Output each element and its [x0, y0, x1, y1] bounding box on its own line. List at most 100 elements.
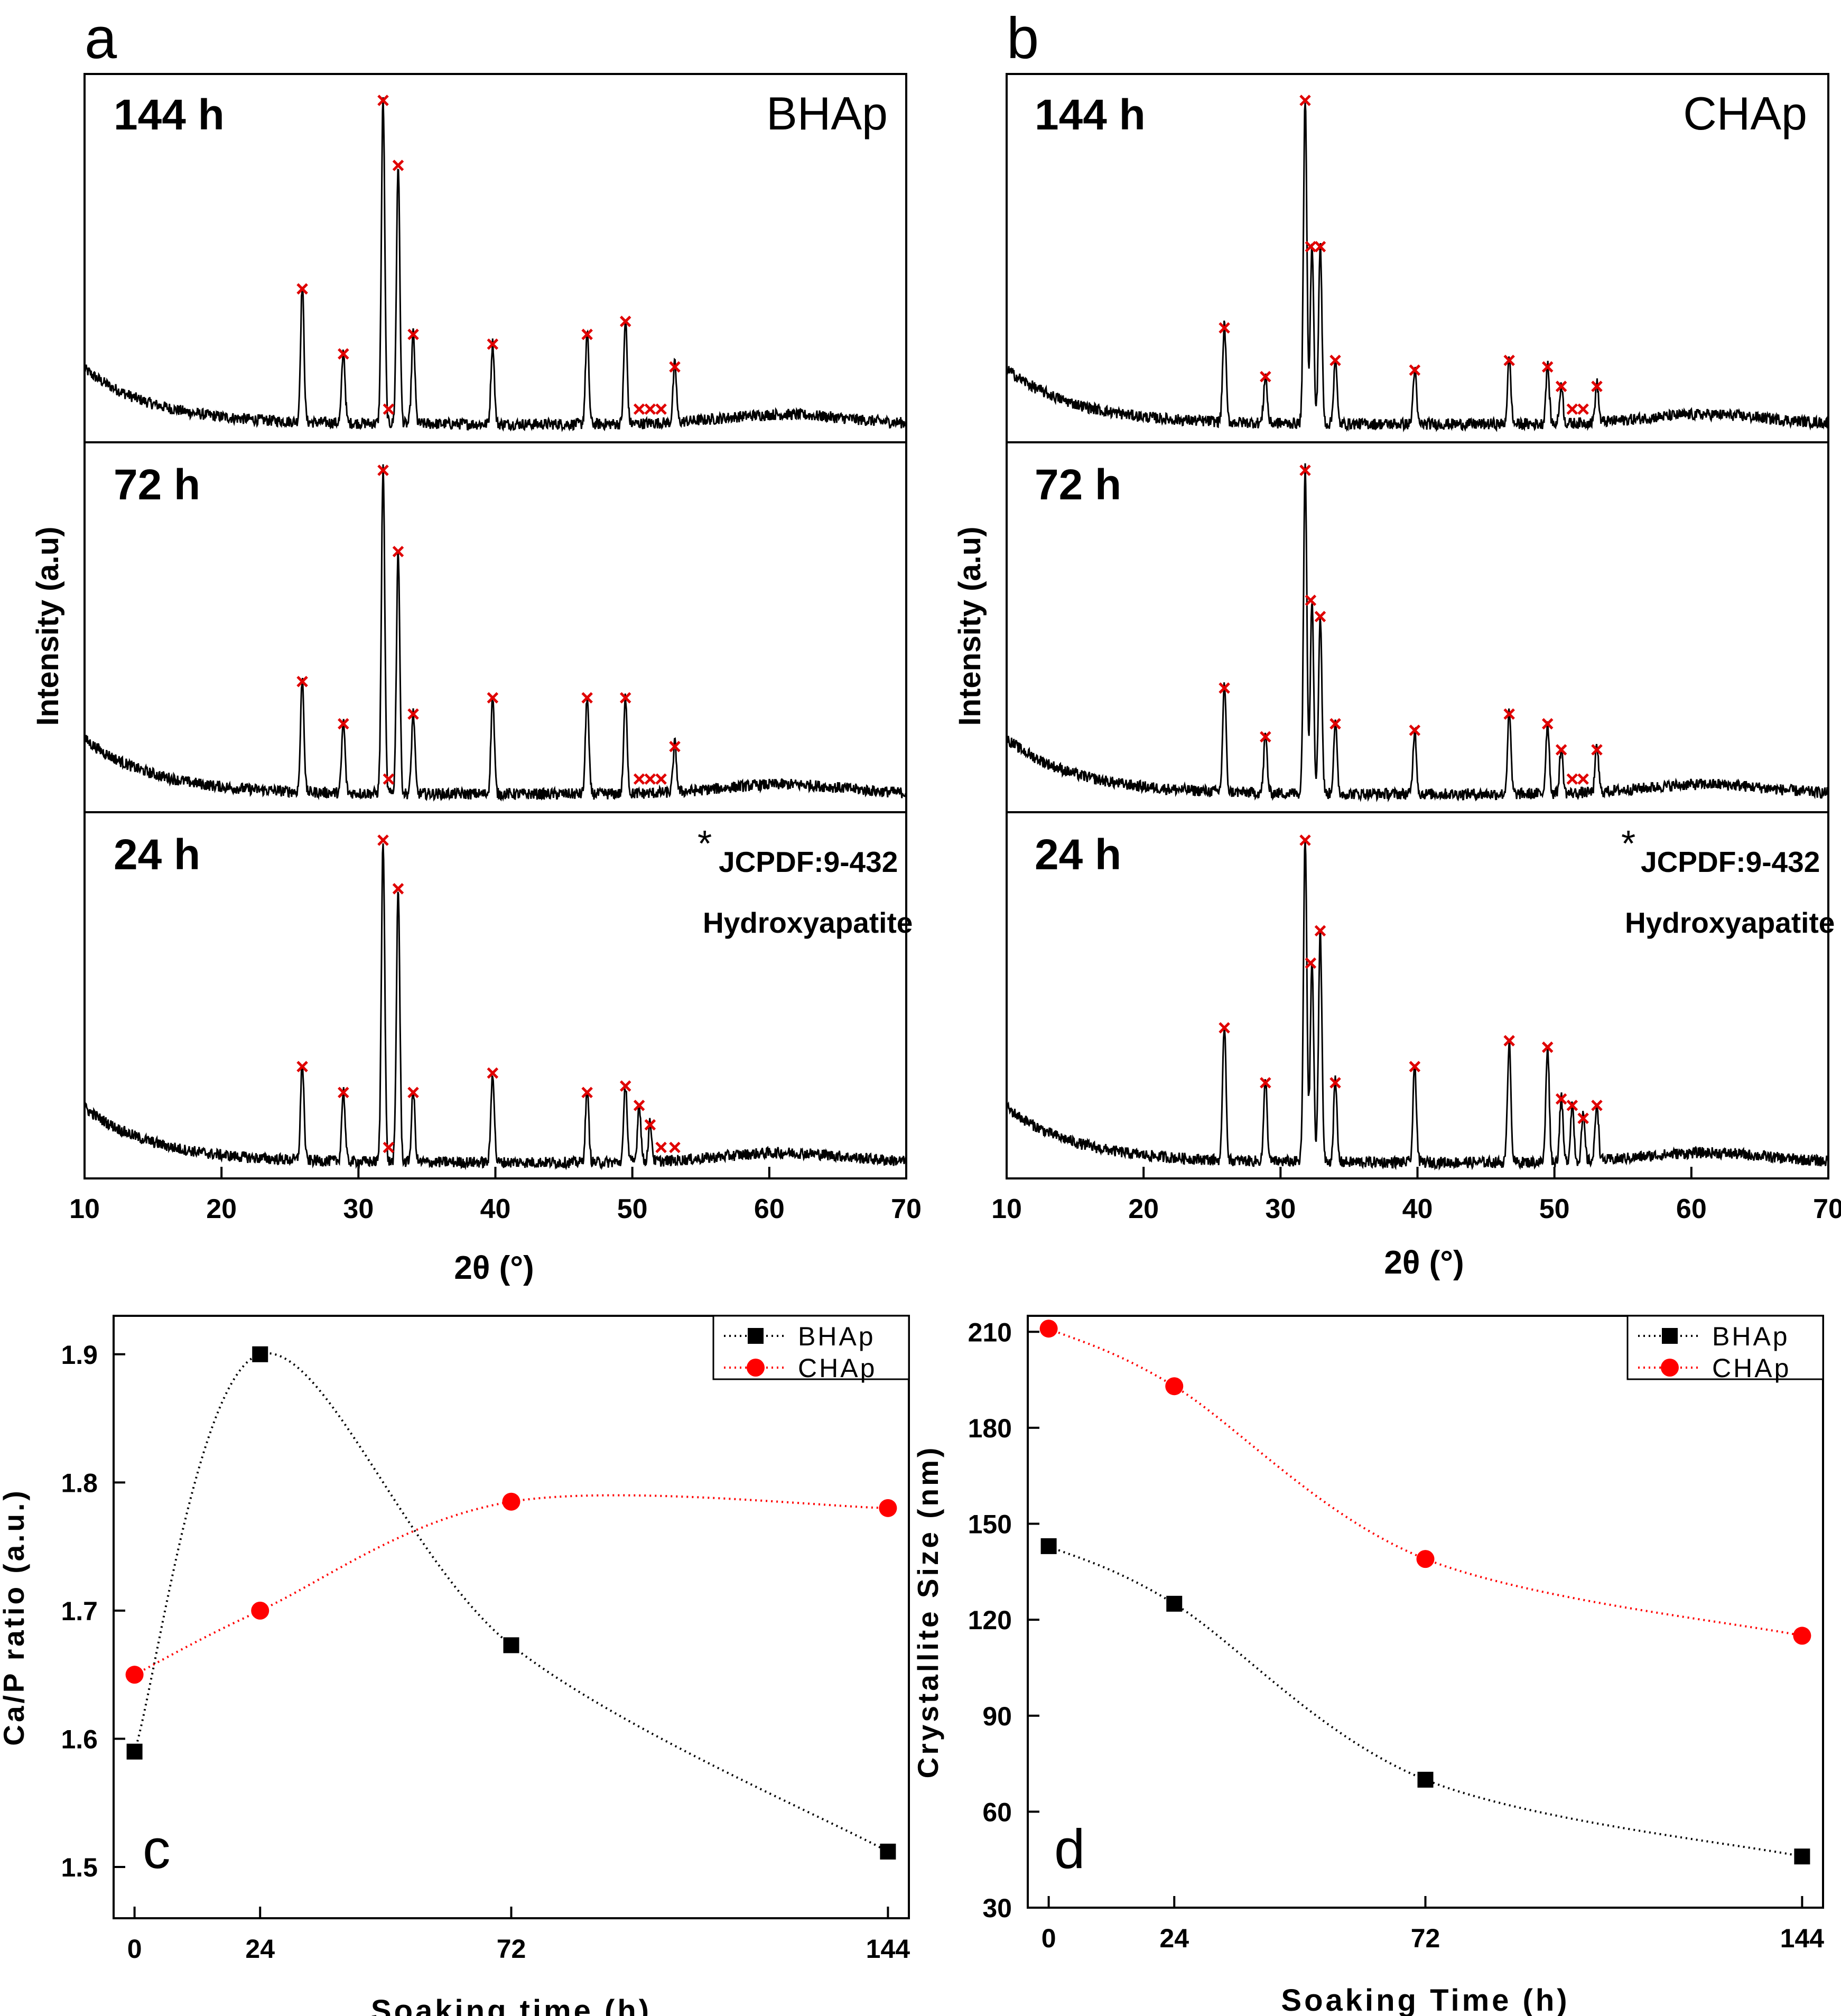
legend-label: CHAp [798, 1353, 877, 1383]
row-label-24h: 24 h [114, 831, 200, 879]
reference-peak-marker [384, 1142, 393, 1152]
y-tick-label: 1.5 [61, 1853, 98, 1882]
reference-peak-marker [645, 404, 655, 414]
xrd-trace-72h [85, 464, 906, 800]
crystallite-size-chart: 3060901201501802100 24 72 144Soaking Time (… [912, 1316, 1824, 2016]
legend-marker [1662, 1328, 1678, 1344]
xrd-traces-bhap [85, 96, 906, 1168]
legend: BHApCHAp [713, 1316, 909, 1383]
panel-letter-a: a [85, 6, 117, 71]
y-tick-label: 90 [982, 1702, 1012, 1731]
x-tick-label: 144 [866, 1934, 910, 1964]
xrd-trace-144h [1007, 103, 1828, 430]
x-tick-label: 30 [1265, 1194, 1296, 1224]
y-tick-label: 30 [982, 1893, 1012, 1923]
x-tick-label: 60 [1676, 1194, 1707, 1224]
y-axis-label-intensity: Intensity (a.u) [953, 526, 987, 726]
x-tick-label: 60 [754, 1194, 785, 1224]
x-tick-label: 20 [1128, 1194, 1159, 1224]
x-tick-label: 70 [1813, 1194, 1841, 1224]
plot-frame-d [1028, 1316, 1823, 1908]
reference-peak-marker [670, 1142, 680, 1152]
data-point-bhap [1418, 1772, 1434, 1788]
row-label-24h: 24 h [1035, 831, 1121, 879]
x-tick-label: 70 [891, 1194, 922, 1224]
reference-asterisk: * [1621, 823, 1635, 864]
x-tick-label: 40 [480, 1194, 511, 1224]
reference-name: Hydroxyapatite [703, 906, 913, 939]
sample-label-chap: CHAp [1683, 87, 1807, 140]
reference-peak-marker [645, 774, 655, 784]
x-axis-label: Soaking time (h) [371, 1994, 652, 2016]
x-tick-label: 40 [1402, 1194, 1433, 1224]
reference-peak-marker [384, 774, 393, 784]
xrd-traces-chap [1007, 96, 1828, 1168]
xrd-trace-72h [1007, 463, 1828, 800]
y-tick-label: 1.7 [61, 1596, 98, 1626]
legend: BHApCHAp [1628, 1316, 1823, 1383]
data-point-chap [503, 1493, 520, 1511]
row-label-72h: 72 h [1035, 461, 1121, 509]
x-tick-label: 30 [343, 1194, 374, 1224]
data-point-bhap [1166, 1596, 1182, 1612]
data-point-chap [251, 1602, 269, 1620]
x-tick-label: 50 [1539, 1194, 1570, 1224]
series-line-bhap [135, 1353, 888, 1852]
series-line-bhap [1049, 1546, 1802, 1856]
data-point-bhap [252, 1346, 268, 1362]
legend-marker [1661, 1359, 1679, 1377]
data-point-chap [126, 1666, 144, 1684]
y-tick-label: 1.9 [61, 1340, 98, 1370]
panel-letter-d: d [1054, 1818, 1085, 1880]
reference-peak-marker [635, 404, 644, 414]
row-label-72h: 72 h [114, 461, 200, 509]
legend-marker [747, 1359, 765, 1377]
data-point-bhap [1041, 1538, 1057, 1554]
legend-marker [748, 1328, 764, 1344]
reference-asterisk: * [698, 823, 712, 864]
sample-label-bhap: BHAp [766, 87, 888, 140]
reference-peak-marker [1578, 404, 1588, 414]
reference-peak-marker [1567, 774, 1577, 784]
xrd-frame-bhap [85, 74, 906, 1178]
x-axis-ticks-bhap: 10 20 30 40 50 60 70 [69, 1167, 922, 1224]
reference-name: Hydroxyapatite [1625, 906, 1835, 939]
x-tick-label: 0 [127, 1934, 142, 1964]
y-axis-label: Ca/P ratio (a.u.) [0, 1488, 30, 1745]
x-tick-label: 20 [206, 1194, 237, 1224]
reference-peak-marker [656, 1142, 666, 1152]
y-tick-label: 1.8 [61, 1468, 98, 1498]
plot-area-c: 1.51.61.71.81.90 24 72 144Soaking time (h)C… [0, 1316, 910, 2016]
y-axis-label-intensity: Intensity (a.u) [31, 526, 65, 726]
x-axis-label: Soaking Time (h) [1281, 1983, 1569, 2016]
y-tick-label: 210 [968, 1317, 1012, 1347]
row-label-144h: 144 h [1035, 91, 1146, 139]
y-tick-label: 120 [968, 1605, 1012, 1635]
xrd-frame-chap [1007, 74, 1828, 1178]
x-tick-label: 72 [497, 1934, 526, 1964]
x-tick-label: 24 [245, 1934, 275, 1964]
x-axis-ticks-chap: 10 20 30 40 50 60 70 [991, 1167, 1841, 1224]
row-label-144h: 144 h [114, 91, 225, 139]
legend-label: BHAp [1712, 1322, 1790, 1351]
ca-p-ratio-chart: 1.51.61.71.81.90 24 72 144Soaking time (h)C… [0, 1316, 910, 2016]
reference-code: JCPDF:9-432 [719, 846, 898, 878]
figure: a 10 20 30 40 50 60 70 144 h 72 h 24 h BHAp * … [0, 0, 1841, 2016]
panel-letter-b: b [1007, 6, 1039, 71]
panel-letter-c: c [143, 1818, 171, 1880]
data-point-bhap [880, 1844, 896, 1860]
x-tick-label: 72 [1411, 1924, 1440, 1953]
reference-peak-marker [656, 404, 666, 414]
x-tick-label: 50 [617, 1194, 648, 1224]
reference-peak-marker [1567, 404, 1577, 414]
data-point-chap [1165, 1377, 1183, 1395]
plot-frame-c [114, 1316, 909, 1918]
xrd-panel-bhap: a 10 20 30 40 50 60 70 144 h 72 h 24 h BHAp * … [31, 6, 922, 1286]
xrd-trace-24h [1007, 840, 1828, 1168]
x-tick-label: 144 [1780, 1924, 1825, 1953]
data-point-chap [879, 1499, 897, 1517]
data-point-chap [1040, 1320, 1058, 1337]
xrd-panel-chap: b 10 20 30 40 50 60 70 144 h 72 h 24 h CHAp * … [953, 6, 1841, 1281]
x-tick-label: 10 [991, 1194, 1022, 1224]
x-tick-label: 10 [69, 1194, 100, 1224]
